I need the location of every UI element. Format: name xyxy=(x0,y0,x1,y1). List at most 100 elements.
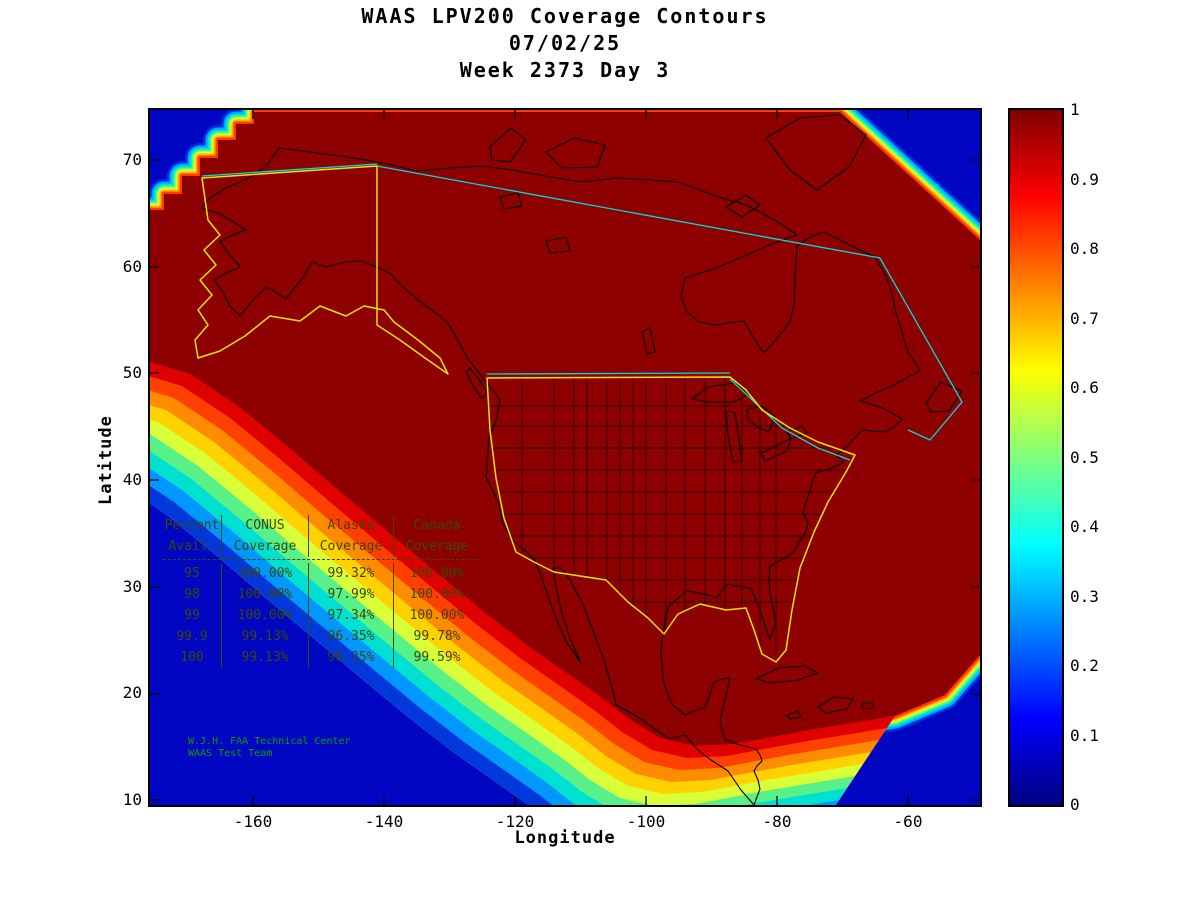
annotation-text: W.J.H. FAA Technical Center WAAS Test Te… xyxy=(188,736,351,760)
conus-service-boundary xyxy=(486,376,856,663)
continent-coastline xyxy=(200,147,921,805)
southampton-island xyxy=(725,194,761,218)
x-tick-label: -60 xyxy=(893,812,923,831)
lake-ontario xyxy=(786,425,808,440)
colorbar-tick-label: 0.8 xyxy=(1070,239,1099,258)
cell-canada-coverage: 100.00% xyxy=(393,563,480,584)
colorbar-tick-label: 1 xyxy=(1070,100,1080,119)
colorbar-tick-label: 0.9 xyxy=(1070,169,1099,189)
cell-canada-coverage: 99.78% xyxy=(393,626,480,647)
coverage-region xyxy=(150,112,980,746)
coverage-table-header-row: Percent CONUS Alaska Canada xyxy=(163,515,480,536)
header-cell-canada: Canada xyxy=(393,515,480,536)
great-bear-lake xyxy=(499,192,523,210)
victoria-island xyxy=(545,137,606,169)
header-cell-avail: Percent xyxy=(164,518,220,533)
colorbar-tick-label: 0 xyxy=(1070,795,1080,814)
banks-island xyxy=(489,127,527,163)
cell-conus-coverage: 100.00% xyxy=(221,563,308,584)
x-tick-label: -80 xyxy=(762,812,792,831)
figure-week-day: Week 2373 Day 3 xyxy=(459,58,671,82)
cell-canada-coverage: 100.00% xyxy=(393,584,480,605)
jamaica xyxy=(786,710,802,720)
colorbar xyxy=(1008,108,1064,807)
coverage-table-row: 95 100.00% 99.32% 100.00% xyxy=(163,563,480,584)
y-tick-label: 70 xyxy=(122,150,142,169)
colorbar-tick-label: 0.5 xyxy=(1070,447,1099,467)
great-slave-lake xyxy=(545,236,571,254)
hispaniola xyxy=(817,696,854,714)
lake-superior xyxy=(691,382,751,403)
contour-bands-layer xyxy=(150,362,895,805)
axis-tick-marks xyxy=(150,110,980,805)
cell-conus-coverage: 100.00% xyxy=(221,584,308,605)
x-tick-label: -120 xyxy=(495,812,535,831)
alaska-service-boundary xyxy=(194,165,449,375)
cell-percent-avail: 99 xyxy=(184,608,200,623)
coverage-table: Percent CONUS Alaska Canada Avail. Cover… xyxy=(163,515,480,668)
colorbar-tick-label: 0.7 xyxy=(1070,308,1099,328)
cell-conus-coverage: 99.13% xyxy=(221,647,308,668)
colorbar-tick-label: 0.2 xyxy=(1070,656,1099,675)
cell-canada-coverage: 99.59% xyxy=(393,647,480,668)
figure-title: WAAS LPV200 Coverage Contours xyxy=(361,4,769,28)
baffin-island xyxy=(765,114,867,191)
cell-alaska-coverage: 97.34% xyxy=(308,605,393,626)
cell-canada-coverage: 100.00% xyxy=(393,605,480,626)
lake-erie xyxy=(760,437,792,462)
header-cell-canada: Coverage xyxy=(393,536,480,557)
figure-date: 07/02/25 xyxy=(508,31,622,55)
annotation-line-2: WAAS Test Team xyxy=(188,748,273,759)
y-tick-label: 10 xyxy=(122,789,142,809)
newfoundland xyxy=(925,381,963,413)
service-boundary-yellow xyxy=(194,165,856,663)
x-tick-label: -140 xyxy=(364,812,404,831)
cell-conus-coverage: 100.00% xyxy=(221,605,308,626)
cell-alaska-coverage: 99.32% xyxy=(308,563,393,584)
cell-percent-avail: 99.9 xyxy=(176,629,208,644)
header-cell-conus: Coverage xyxy=(221,536,308,557)
coverage-table-row: 99.9 99.13% 96.35% 99.78% xyxy=(163,626,480,647)
conus-north-boundary-cyan xyxy=(486,372,731,375)
cuba xyxy=(755,665,819,684)
y-tick-label: 30 xyxy=(122,576,142,596)
header-cell-alaska: Coverage xyxy=(308,536,393,557)
lake-huron xyxy=(746,405,776,433)
colorbar-tick-label: 0.1 xyxy=(1070,725,1099,745)
figure-title-block: WAAS LPV200 Coverage Contours 07/02/25 W… xyxy=(150,3,980,84)
coverage-table-row: 98 100.00% 97.99% 100.00% xyxy=(163,584,480,605)
table-separator xyxy=(163,559,479,560)
cell-alaska-coverage: 96.35% xyxy=(308,626,393,647)
cell-percent-avail: 95 xyxy=(184,566,200,581)
coverage-table-header-row: Avail. Coverage Coverage Coverage xyxy=(163,536,480,557)
cell-alaska-coverage: 97.99% xyxy=(308,584,393,605)
puerto-rico xyxy=(861,701,874,710)
colorbar-tick-labels: 1 0.9 0.8 0.7 0.6 0.5 0.4 0.3 0.2 0.1 0 xyxy=(1070,101,1099,814)
y-tick-label: 20 xyxy=(122,683,142,703)
vancouver-island xyxy=(465,367,489,399)
y-tick-label: 60 xyxy=(122,256,142,276)
y-tick-label: 50 xyxy=(122,363,142,383)
coastline-layer xyxy=(200,114,963,805)
cell-alaska-coverage: 96.35% xyxy=(308,647,393,668)
x-axis-tick-labels: -160 -140 -120 -100 -80 -60 xyxy=(213,812,948,831)
y-tick-label: 40 xyxy=(122,469,142,489)
colorbar-tick-label: 0.4 xyxy=(1070,517,1099,536)
coverage-table-header: Percent CONUS Alaska Canada Avail. Cover… xyxy=(163,515,480,557)
header-cell-alaska: Alaska xyxy=(308,515,393,536)
x-axis-label: Longitude xyxy=(514,828,616,848)
coverage-map xyxy=(150,110,980,805)
y-axis-tick-labels: 70 60 50 40 30 20 10 xyxy=(94,149,142,811)
alaska-north-boundary-cyan xyxy=(201,163,378,177)
colorbar-tick-label: 0.3 xyxy=(1070,586,1099,606)
cell-percent-avail: 100 xyxy=(180,650,204,665)
x-tick-label: -160 xyxy=(233,812,273,831)
x-tick-label: -100 xyxy=(626,812,666,831)
canada-service-boundary xyxy=(376,165,963,441)
cell-percent-avail: 98 xyxy=(184,587,200,602)
coverage-table-row: 100 99.13% 96.35% 99.59% xyxy=(163,647,480,668)
cell-conus-coverage: 99.13% xyxy=(221,626,308,647)
header-cell-conus: CONUS xyxy=(221,515,308,536)
coverage-table-body: 95 100.00% 99.32% 100.00% 98 100.00% 97.… xyxy=(163,563,480,668)
